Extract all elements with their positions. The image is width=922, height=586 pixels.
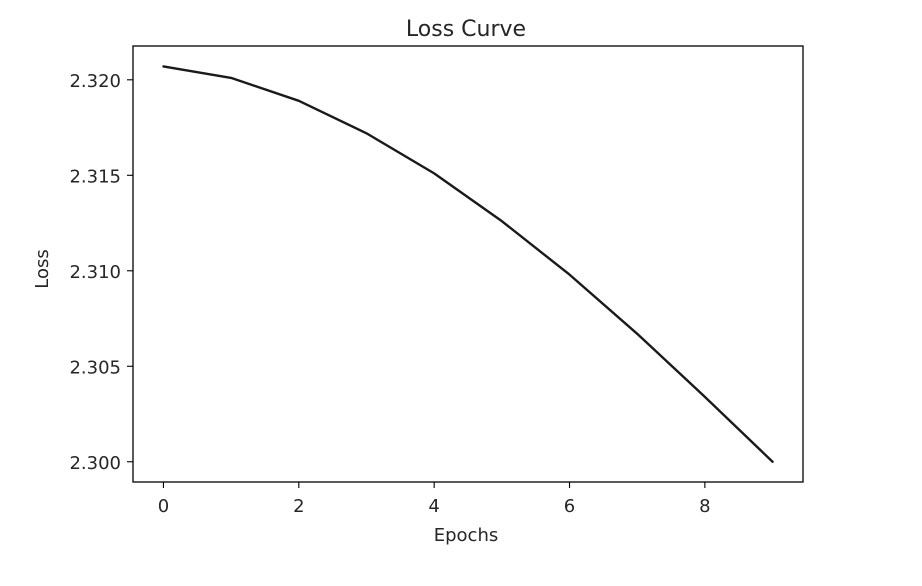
x-tick-label: 6	[564, 496, 575, 517]
x-axis-title: Epochs	[434, 525, 499, 546]
x-tick-label: 4	[428, 496, 439, 517]
x-tick-label: 8	[699, 496, 710, 517]
x-tick-label: 0	[158, 496, 169, 517]
x-tick-label: 2	[293, 496, 304, 517]
chart-title: Loss Curve	[406, 17, 526, 42]
y-axis: 2.300 2.305 2.310 2.315 2.320	[69, 71, 133, 474]
y-tick-label: 2.305	[69, 357, 121, 378]
y-tick-label: 2.300	[69, 453, 121, 474]
plot-frame	[132, 45, 804, 483]
loss-series-line	[162, 65, 774, 463]
series-layer	[162, 65, 774, 463]
x-axis: 0 2 4 6 8	[158, 482, 711, 517]
y-tick-label: 2.310	[69, 262, 121, 283]
y-axis-title: Loss	[32, 249, 53, 288]
y-tick-label: 2.320	[69, 71, 121, 92]
plot-area: 0 2 4 6 8 2.300 2.305 2.310 2.315 2.320	[69, 45, 804, 517]
y-tick-label: 2.315	[69, 166, 121, 187]
